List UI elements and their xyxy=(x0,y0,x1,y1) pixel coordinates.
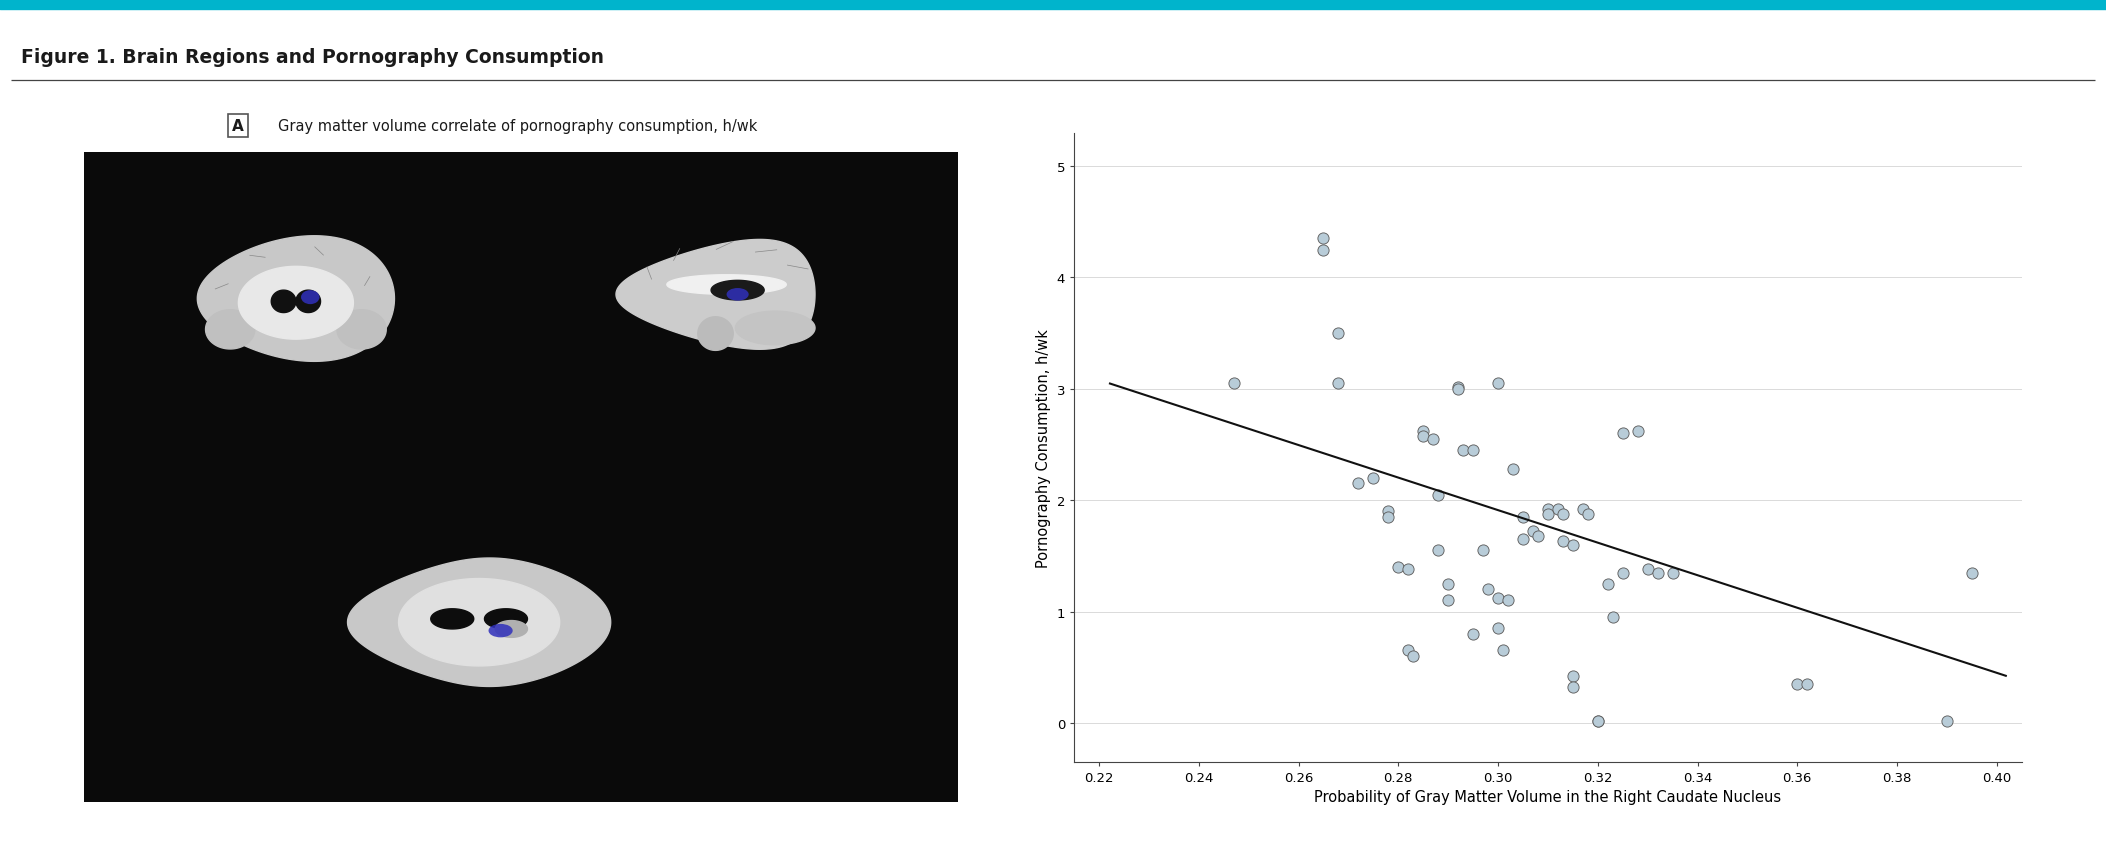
Point xyxy=(1422,544,1455,558)
Point xyxy=(1455,627,1489,641)
Point xyxy=(1571,507,1605,521)
Polygon shape xyxy=(272,291,295,313)
Point xyxy=(1622,424,1655,438)
Point xyxy=(1929,714,1963,728)
Point xyxy=(1432,594,1466,608)
Ellipse shape xyxy=(727,288,750,301)
Ellipse shape xyxy=(301,291,320,305)
Polygon shape xyxy=(432,609,474,629)
Point xyxy=(1506,511,1539,524)
Point xyxy=(1607,427,1641,441)
Polygon shape xyxy=(398,579,560,666)
Point xyxy=(1491,594,1525,608)
Polygon shape xyxy=(735,312,815,345)
Point xyxy=(1655,566,1689,579)
Text: Figure 1. Brain Regions and Pornography Consumption: Figure 1. Brain Regions and Pornography … xyxy=(21,48,604,67)
Point xyxy=(1607,566,1641,579)
Point xyxy=(1323,327,1356,341)
Point xyxy=(1342,477,1375,491)
Point xyxy=(1596,610,1630,624)
Polygon shape xyxy=(712,281,764,300)
Point xyxy=(1531,507,1565,521)
Polygon shape xyxy=(484,609,526,629)
Point xyxy=(1556,538,1590,552)
Point xyxy=(1371,505,1405,518)
Point xyxy=(1516,525,1550,539)
Point xyxy=(1466,544,1499,558)
Point xyxy=(1447,443,1481,457)
Point xyxy=(1954,566,1988,579)
Point xyxy=(1582,714,1615,728)
Point xyxy=(1472,583,1506,597)
Polygon shape xyxy=(668,276,786,295)
Point xyxy=(1780,678,1813,691)
Polygon shape xyxy=(297,291,320,313)
Point xyxy=(1417,432,1451,446)
Point xyxy=(1306,244,1339,257)
Point xyxy=(1546,507,1580,521)
Point xyxy=(1546,535,1580,548)
Point xyxy=(1567,503,1601,517)
Text: Gray matter volume correlate of pornography consumption, h/wk: Gray matter volume correlate of pornogra… xyxy=(278,119,758,133)
Point xyxy=(1556,670,1590,684)
Y-axis label: Pornography Consumption, h/wk: Pornography Consumption, h/wk xyxy=(1036,328,1051,567)
Point xyxy=(1521,530,1554,543)
Point xyxy=(1790,678,1824,691)
Point xyxy=(1582,714,1615,728)
Polygon shape xyxy=(206,311,255,350)
Point xyxy=(1455,443,1489,457)
Point xyxy=(1556,680,1590,694)
Point xyxy=(1382,561,1415,574)
Polygon shape xyxy=(238,267,354,340)
Point xyxy=(1306,232,1339,246)
Polygon shape xyxy=(617,240,815,350)
Polygon shape xyxy=(337,311,385,350)
X-axis label: Probability of Gray Matter Volume in the Right Caudate Nucleus: Probability of Gray Matter Volume in the… xyxy=(1314,790,1782,804)
Point xyxy=(1531,503,1565,517)
Point xyxy=(1392,644,1426,658)
Point xyxy=(1407,424,1441,438)
Polygon shape xyxy=(347,558,611,687)
Point xyxy=(1641,566,1674,579)
Point xyxy=(1542,503,1575,517)
Point xyxy=(1422,488,1455,502)
Point xyxy=(1506,533,1539,547)
Point xyxy=(1396,649,1430,663)
Point xyxy=(1481,592,1514,605)
Point xyxy=(1487,644,1521,658)
Point xyxy=(1481,622,1514,635)
Ellipse shape xyxy=(489,624,512,638)
Point xyxy=(1371,511,1405,524)
Point xyxy=(1217,377,1251,391)
Point xyxy=(1441,381,1474,394)
Point xyxy=(1392,562,1426,576)
Point xyxy=(1495,462,1529,476)
Point xyxy=(1356,472,1390,486)
Point xyxy=(1407,429,1441,443)
Point xyxy=(1323,377,1356,391)
Polygon shape xyxy=(495,621,526,638)
Point xyxy=(1441,382,1474,396)
Point xyxy=(1590,577,1624,591)
Point xyxy=(1630,562,1664,576)
Point xyxy=(1481,377,1514,391)
Point xyxy=(1432,577,1466,591)
Polygon shape xyxy=(198,237,394,362)
Polygon shape xyxy=(697,318,733,351)
Text: A: A xyxy=(232,119,244,133)
